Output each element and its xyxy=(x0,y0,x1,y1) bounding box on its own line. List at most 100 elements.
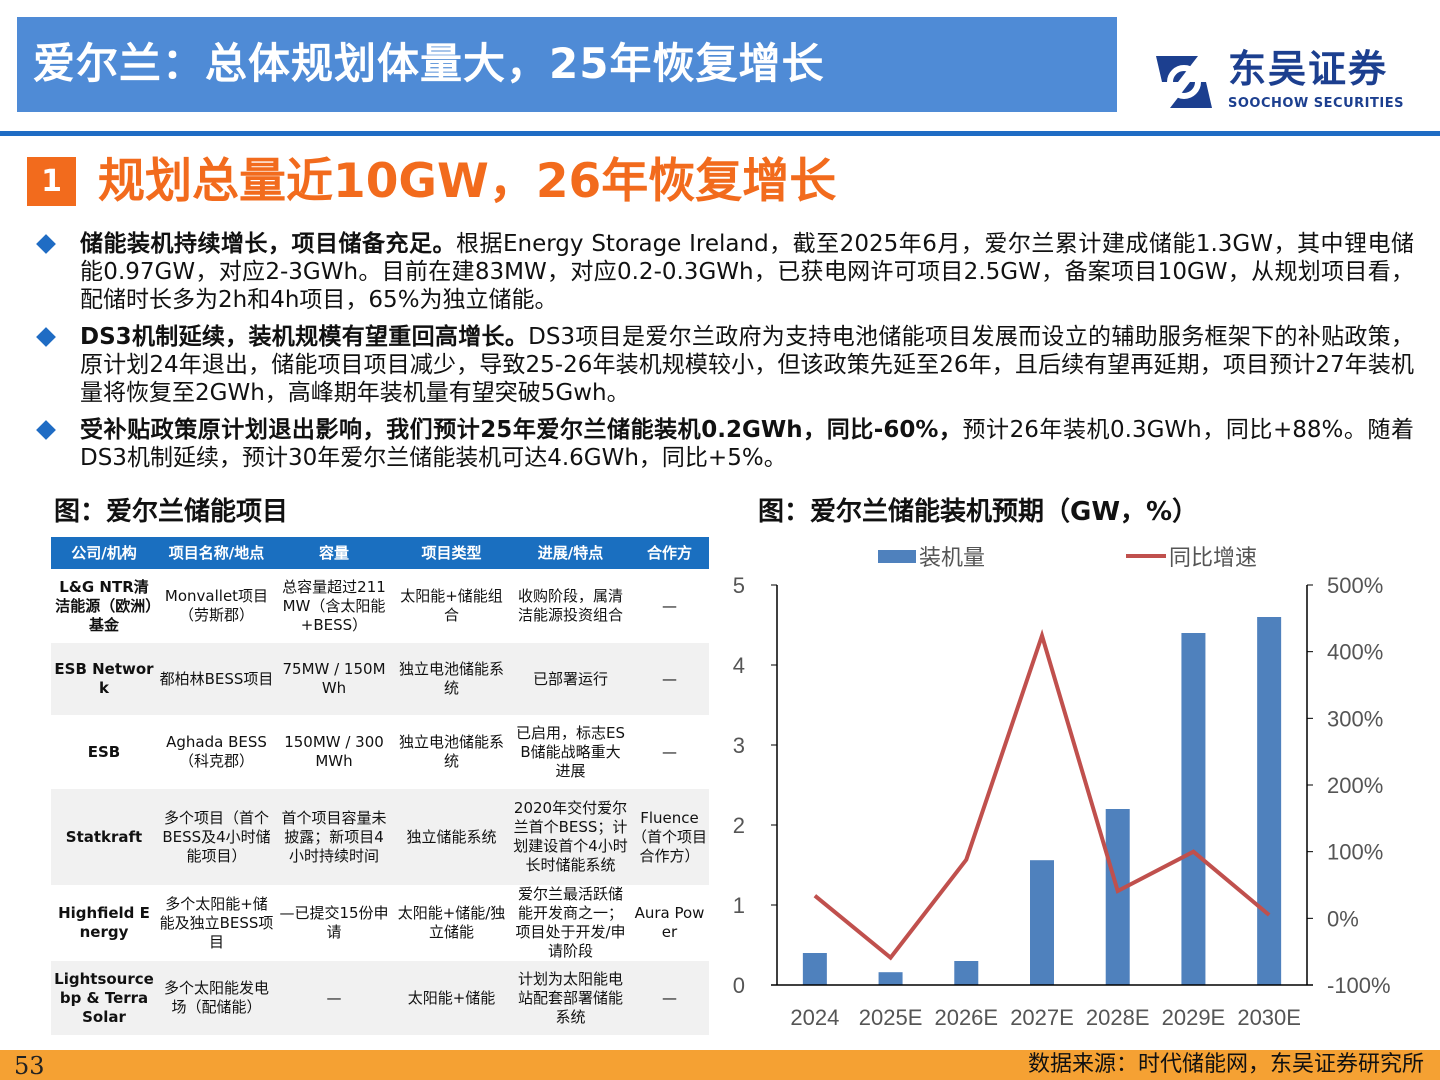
x-tick-label: 2027E xyxy=(1010,1005,1074,1030)
x-tick-label: 2029E xyxy=(1162,1005,1226,1030)
logo-text: 东吴证券 xyxy=(1228,47,1389,91)
left-tick-label: 0 xyxy=(733,973,745,998)
bar-2025E xyxy=(878,972,903,985)
x-tick-label: 2024 xyxy=(790,1005,839,1030)
bar-2024 xyxy=(802,953,827,985)
table-row: ESB Aghada BESS（科克郡） 150MW / 300MWh 独立电池储能系… xyxy=(51,715,709,789)
page-title: 爱尔兰：总体规划体量大，25年恢复增长 xyxy=(33,39,825,88)
section-title: 规划总量近10GW，26年恢复增长 xyxy=(98,154,837,209)
table-row: Statkraft 多个项目（首个BESS及4小时储能项目） 首个项目容量未披露；新… xyxy=(51,789,709,885)
bullet-text: 根据Energy Storage Ireland，截至2025年6月，爱尔兰累计… xyxy=(80,231,1414,313)
bullet-lead: DS3机制延续，装机规模有望重回高增长。 xyxy=(80,324,529,350)
right-tick-label: 300% xyxy=(1327,706,1383,731)
right-tick-label: 200% xyxy=(1327,773,1383,798)
chart-title: 图：爱尔兰储能装机预期（GW，%） xyxy=(758,497,1199,527)
left-tick-label: 2 xyxy=(733,813,745,838)
left-tick-label: 3 xyxy=(733,733,745,758)
table-cell: L&G NTR清洁能源（欧洲）基金 xyxy=(55,577,153,634)
table-row: L&G NTR清洁能源（欧洲）基金 Monvallet项目（劳斯郡） 总容量超过21… xyxy=(51,569,709,643)
soochow-logo-icon xyxy=(1156,56,1212,108)
legend-line-label: 同比增速 xyxy=(1169,545,1257,570)
table-cell: — xyxy=(630,961,709,1035)
bullet-text: 预计26年装机0.3GWh，同比+88%。随着DS3机制延续，预计30年爱尔兰储… xyxy=(80,417,1414,471)
table-cell: 多个太阳能发电场（配储能） xyxy=(157,961,276,1035)
column-header: 项目类型 xyxy=(392,537,511,569)
figures-area: 图：爱尔兰储能项目 图：爱尔兰储能装机预期（GW，%） 公司/机构 项目名称/地点… xyxy=(51,497,1391,1035)
table-cell: — xyxy=(630,643,709,715)
table-cell: ESB Network xyxy=(51,643,157,715)
table-cell: Statkraft xyxy=(51,789,157,885)
table-cell: 太阳能+储能/独立储能 xyxy=(397,904,506,941)
column-header: 容量 xyxy=(276,537,392,569)
table-cell: Highfield Energy xyxy=(58,904,150,941)
table-cell: 多个项目（首个BESS及4小时储能项目） xyxy=(157,789,276,885)
left-tick-label: 5 xyxy=(733,573,745,598)
table-cell: 独立电池储能系统 xyxy=(392,643,511,715)
installation-chart: 0 1 2 3 4 5 -100% 0% 100% 200% 300% 400% 500% 2024 202… xyxy=(733,545,1391,1030)
column-header: 合作方 xyxy=(630,537,709,569)
table-cell: 150MW / 300MWh xyxy=(284,733,384,770)
table-cell: — xyxy=(662,596,677,615)
right-tick-label: 500% xyxy=(1327,573,1383,598)
table-cell: 独立储能系统 xyxy=(392,789,511,885)
table-cell: —已提交15份申请 xyxy=(279,904,389,941)
table-cell: 太阳能+储能组合 xyxy=(400,587,503,624)
source-note: 数据来源：时代储能网，东吴证券研究所 xyxy=(1027,1052,1424,1077)
table-cell: Aghada BESS（科克郡） xyxy=(166,733,267,770)
column-header: 项目名称/地点 xyxy=(157,537,276,569)
right-tick-label: -100% xyxy=(1327,973,1391,998)
table-header-row: 公司/机构 项目名称/地点 容量 项目类型 进展/特点 合作方 xyxy=(51,537,709,569)
right-tick-label: 400% xyxy=(1327,640,1383,665)
bullet-text: DS3项目是爱尔兰政府为支持电池储能项目发展而设立的辅助服务框架下的补贴政策，原… xyxy=(80,324,1414,406)
table-cell: ESB xyxy=(87,742,121,761)
table-cell: 总容量超过211MW（含太阳能+BESS） xyxy=(282,577,386,634)
table-cell: 已启用，标志ESB储能战略重大进展 xyxy=(516,723,625,780)
table-title: 图：爱尔兰储能项目 xyxy=(54,497,289,527)
right-tick-label: 100% xyxy=(1327,840,1383,865)
table-cell: — xyxy=(276,961,392,1035)
left-tick-label: 4 xyxy=(733,653,745,678)
table-cell: 独立电池储能系统 xyxy=(398,733,504,770)
x-tick-label: 2028E xyxy=(1086,1005,1150,1030)
page-number: 53 xyxy=(14,1052,45,1080)
bar-2028E xyxy=(1105,809,1130,985)
right-tick-label: 0% xyxy=(1327,906,1359,931)
x-tick-label: 2026E xyxy=(934,1005,998,1030)
table-cell: — xyxy=(662,742,677,761)
bar-2026E xyxy=(954,961,979,985)
table-cell: Monvallet项目（劳斯郡） xyxy=(164,587,269,624)
table-cell: 首个项目容量未披露；新项目4小时持续时间 xyxy=(276,789,392,885)
logo-subtext: SOOCHOW SECURITIES xyxy=(1228,96,1404,111)
section-number: 1 xyxy=(27,157,76,206)
left-tick-label: 1 xyxy=(733,893,745,918)
table-cell: 收购阶段，属清洁能源投资组合 xyxy=(517,587,623,624)
bullet-lead: 储能装机持续增长，项目储备充足。 xyxy=(80,231,456,257)
header-bar: 爱尔兰：总体规划体量大，25年恢复增长 xyxy=(17,17,1117,112)
bar-2029E xyxy=(1181,633,1206,985)
bullet-lead: 受补贴政策原计划退出影响，我们预计25年爱尔兰储能装机0.2GWh，同比-60%… xyxy=(80,417,963,443)
table-cell: Aura Power xyxy=(634,904,705,941)
x-tick-label: 2025E xyxy=(859,1005,923,1030)
x-tick-label: 2030E xyxy=(1237,1005,1301,1030)
table-cell: 2020年交付爱尔兰首个BESS；计划建设首个4小时长时储能系统 xyxy=(511,789,630,885)
bullet-item: 储能装机持续增长，项目储备充足。根据Energy Storage Ireland… xyxy=(36,230,1414,314)
projects-table: 公司/机构 项目名称/地点 容量 项目类型 进展/特点 合作方 L&G NTR清洁能源（欧… xyxy=(51,537,709,1035)
bar-2027E xyxy=(1030,860,1054,985)
table-cell: 太阳能+储能 xyxy=(392,961,511,1035)
table-cell: 都柏林BESS项目 xyxy=(157,643,276,715)
table-cell: Fluence（首个项目合作方） xyxy=(630,789,709,885)
table-cell: 计划为太阳能电站配套部署储能系统 xyxy=(511,961,630,1035)
bullet-item: DS3机制延续，装机规模有望重回高增长。DS3项目是爱尔兰政府为支持电池储能项目… xyxy=(36,323,1414,407)
table-row: Highfield Energy 多个太阳能+储能及独立BESS项目 —已提交15份… xyxy=(51,885,709,961)
table-cell: 已部署运行 xyxy=(511,643,630,715)
column-header: 进展/特点 xyxy=(511,537,630,569)
table-cell: 75MW / 150MWh xyxy=(276,643,392,715)
footer-bar xyxy=(0,1050,1440,1080)
table-cell: Lightsource bp & Terra Solar xyxy=(51,961,157,1035)
bullet-list: 储能装机持续增长，项目储备充足。根据Energy Storage Ireland… xyxy=(36,230,1414,481)
table-row: Lightsource bp & Terra Solar 多个太阳能发电场（配储能… xyxy=(51,961,709,1035)
header-rule xyxy=(0,131,1440,136)
legend-bar-label: 装机量 xyxy=(919,545,985,570)
logo: 东吴证券 SOOCHOW SECURITIES xyxy=(1148,48,1433,118)
table-cell: 爱尔兰最活跃储能开发商之一；项目处于开发/申请阶段 xyxy=(515,885,626,960)
